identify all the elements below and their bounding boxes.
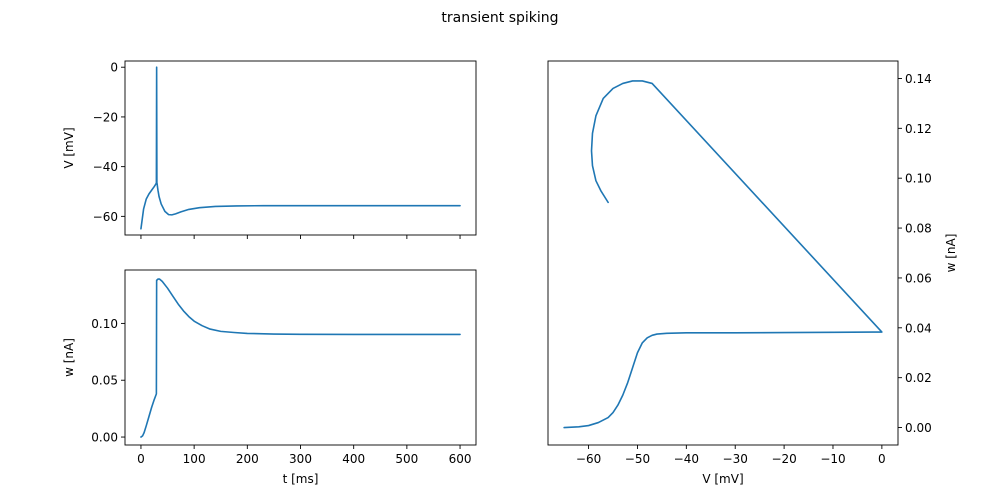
plot-area-frame: [124, 269, 477, 446]
plot-area-frame: [547, 60, 899, 446]
x-tick-label: 0: [137, 452, 145, 466]
voltage-plot: 0 −20 −40 −60 V [mV]: [62, 60, 477, 239]
phase-plane-plot: −60 −50 −40 −30 −20 −10 0 0.00 0.02 0.04 0.06 0.08 0…: [547, 60, 958, 486]
x-tick-label: 0: [878, 452, 886, 466]
x-tick-label: 300: [289, 452, 312, 466]
y-tick-label: 0: [110, 61, 118, 75]
x-tick-label: 100: [183, 452, 206, 466]
y-tick-label: −60: [93, 210, 118, 224]
x-tick-label: 400: [342, 452, 365, 466]
x-tick-label: −50: [625, 452, 650, 466]
y-tick-label: 0.12: [905, 122, 932, 136]
x-tick-label: −40: [674, 452, 699, 466]
y-tick-label: 0.06: [905, 271, 932, 285]
x-tick-label: 600: [449, 452, 472, 466]
series-line-phase-plane: [563, 80, 883, 429]
x-tick-label: 200: [236, 452, 259, 466]
plot-area-frame: [124, 60, 477, 236]
y-tick-label: −20: [93, 110, 118, 124]
x-tick-label: −60: [576, 452, 601, 466]
y-tick-label: 0.00: [91, 431, 118, 445]
y-tick-label: 0.10: [905, 172, 932, 186]
y-axis-label: V [mV]: [62, 127, 76, 168]
y-axis-label: w [nA]: [944, 234, 958, 273]
y-tick-label: 0.10: [91, 317, 118, 331]
y-tick-label: 0.00: [905, 421, 932, 435]
x-tick-label: 500: [395, 452, 418, 466]
series-line-voltage: [140, 66, 461, 230]
x-axis-label: V [mV]: [702, 472, 743, 486]
y-tick-label: 0.02: [905, 371, 932, 385]
y-axis-label: w [nA]: [62, 338, 76, 377]
x-tick-label: −20: [771, 452, 796, 466]
figure-title: transient spiking: [441, 10, 558, 26]
y-tick-label: 0.04: [905, 321, 932, 335]
x-axis-label: t [ms]: [283, 472, 319, 486]
series-line-adaptation: [140, 278, 461, 438]
x-tick-label: −10: [820, 452, 845, 466]
adaptation-current-plot: 0 100 200 300 400 500 600 0.00 0.05 0.10 t [ms] w […: [62, 269, 477, 486]
x-tick-label: −30: [723, 452, 748, 466]
y-tick-label: −40: [93, 160, 118, 174]
y-tick-label: 0.14: [905, 72, 932, 86]
y-tick-label: 0.05: [91, 374, 118, 388]
y-tick-label: 0.08: [905, 222, 932, 236]
